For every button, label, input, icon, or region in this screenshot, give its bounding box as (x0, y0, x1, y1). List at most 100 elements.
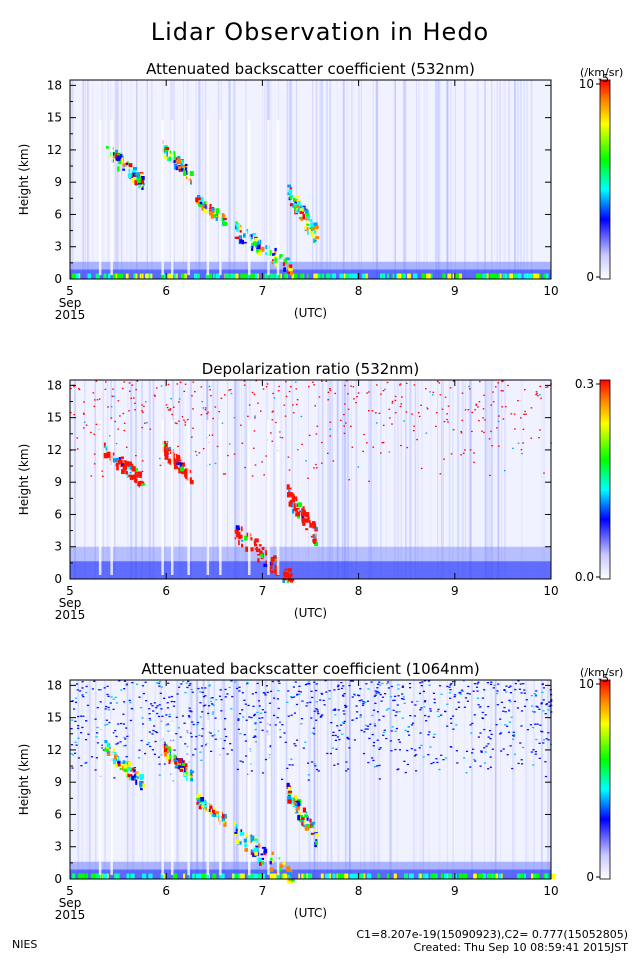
cloud-pixel (244, 535, 248, 541)
noise-dot (211, 713, 214, 715)
noise-dot (189, 732, 192, 734)
noise-dot (420, 744, 423, 747)
noise-dot (460, 431, 462, 433)
noise-dot (410, 724, 414, 726)
noise-dot (149, 428, 152, 430)
signal-streak (234, 680, 236, 879)
noise-dot (211, 735, 214, 737)
noise-dot (419, 732, 422, 734)
surface-signal (551, 873, 555, 879)
cloud-pixel (116, 153, 120, 157)
cloud-pixel (272, 566, 277, 568)
noise-dot (314, 765, 317, 767)
noise-dot (115, 743, 118, 745)
noise-dot (345, 422, 347, 424)
noise-dot (254, 728, 257, 731)
noise-dot (520, 710, 524, 712)
surface-signal (459, 873, 463, 879)
noise-dot (254, 723, 257, 725)
cloud-pixel (315, 833, 320, 837)
signal-streak (164, 680, 167, 879)
noise-dot (450, 722, 453, 724)
noise-dot (80, 732, 83, 734)
noise-dot (190, 688, 193, 691)
cloud-pixel (200, 797, 204, 802)
noise-dot (440, 693, 443, 695)
cloud-pixel (134, 478, 138, 484)
noise-dot (178, 686, 181, 688)
surface-signal (408, 873, 414, 879)
noise-dot (383, 729, 386, 731)
cloud-pixel (209, 210, 213, 216)
cloud-pixel (125, 163, 129, 165)
noise-dot (385, 709, 388, 711)
cloud-pixel (261, 861, 264, 865)
noise-dot (210, 703, 214, 705)
cloud-pixel (127, 774, 131, 778)
cloud-pixel (311, 832, 314, 835)
cloud-pixel (123, 764, 128, 769)
signal-streak (512, 680, 514, 879)
noise-dot (372, 709, 376, 711)
surface-signal (142, 873, 147, 879)
noise-dot (337, 684, 340, 686)
signal-streak (350, 80, 352, 279)
surface-signal (257, 873, 262, 879)
x-date-month: Sep (59, 896, 82, 910)
noise-dot (307, 779, 310, 781)
signal-streak (158, 680, 161, 879)
cloud-pixel (108, 451, 112, 456)
surface-signal (175, 273, 178, 279)
cloud-pixel (223, 221, 228, 226)
noise-dot (378, 681, 381, 683)
noise-dot (460, 689, 464, 691)
noise-dot (500, 390, 503, 392)
x-tick-label: 5 (66, 284, 74, 298)
noise-dot (538, 757, 541, 759)
noise-dot (502, 380, 505, 382)
noise-dot (192, 427, 194, 429)
noise-dot (381, 696, 385, 698)
cloud-pixel (293, 203, 296, 207)
noise-dot (130, 397, 132, 399)
surface-signal (427, 273, 431, 279)
signal-streak (305, 380, 307, 579)
surface-signal (183, 273, 187, 279)
noise-dot (535, 690, 538, 692)
noise-dot (523, 705, 527, 707)
noise-dot (91, 688, 94, 690)
surface-signal (285, 273, 288, 279)
x-tick-label: 10 (543, 584, 558, 598)
noise-dot (355, 402, 357, 404)
noise-dot (360, 729, 363, 731)
noise-dot (266, 691, 269, 693)
signal-streak (355, 380, 358, 579)
noise-dot (376, 711, 379, 713)
noise-dot (271, 680, 274, 683)
noise-dot (120, 722, 123, 725)
noise-dot (254, 464, 257, 466)
x-tick-label: 9 (451, 584, 459, 598)
surface-signal (253, 873, 256, 879)
noise-dot (104, 388, 107, 390)
signal-streak (349, 680, 351, 879)
noise-dot (114, 729, 117, 732)
noise-dot (531, 705, 534, 707)
noise-dot (184, 383, 187, 385)
surface-signal (282, 873, 287, 879)
noise-dot (145, 401, 147, 403)
noise-dot (545, 738, 548, 740)
noise-dot (100, 744, 103, 746)
noise-dot (406, 763, 409, 766)
cloud-pixel (212, 814, 215, 817)
signal-streak (476, 80, 479, 279)
noise-dot (133, 480, 136, 483)
surface-signal (113, 273, 117, 279)
cloud-pixel (294, 802, 298, 807)
noise-dot (133, 767, 136, 769)
noise-dot (532, 749, 535, 751)
noise-dot (376, 765, 379, 767)
noise-dot (334, 709, 337, 711)
noise-dot (201, 728, 204, 730)
